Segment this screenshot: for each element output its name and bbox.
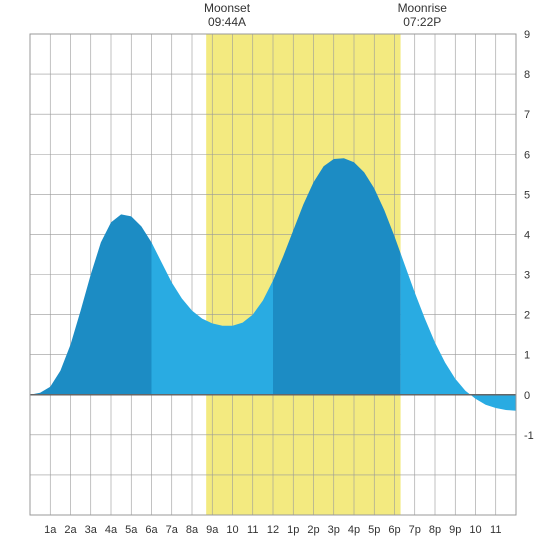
x-tick-label: 9p [449, 524, 461, 536]
y-tick-label: 9 [524, 29, 530, 41]
x-tick-label: 2p [307, 524, 319, 536]
y-tick-label: 0 [524, 390, 530, 402]
x-tick-label: 2a [64, 524, 77, 536]
moonset-label: Moonset [204, 1, 251, 15]
moonrise-time: 07:22P [403, 15, 441, 29]
y-tick-label: 8 [524, 69, 530, 81]
y-tick-label: 6 [524, 149, 530, 161]
tide-chart: -101234567891a2a3a4a5a6a7a8a9a1011121p2p… [0, 0, 550, 550]
moonrise-label: Moonrise [398, 1, 448, 15]
y-tick-label: 3 [524, 270, 530, 282]
y-tick-label: 1 [524, 350, 530, 362]
x-tick-label: 1a [44, 524, 57, 536]
moonset-time: 09:44A [208, 15, 246, 29]
x-tick-label: 1p [287, 524, 299, 536]
x-tick-label: 6a [145, 524, 158, 536]
x-tick-label: 3p [328, 524, 340, 536]
x-tick-label: 6p [388, 524, 400, 536]
y-tick-label: 5 [524, 189, 530, 201]
y-tick-label: -1 [524, 430, 534, 442]
chart-svg: -101234567891a2a3a4a5a6a7a8a9a1011121p2p… [0, 0, 550, 550]
y-tick-label: 7 [524, 109, 530, 121]
y-tick-label: 4 [524, 229, 530, 241]
y-tick-label: 2 [524, 310, 530, 322]
x-tick-label: 4a [105, 524, 118, 536]
x-tick-label: 4p [348, 524, 360, 536]
x-tick-label: 7a [166, 524, 179, 536]
x-tick-label: 10 [226, 524, 238, 536]
x-tick-label: 8p [429, 524, 441, 536]
x-tick-label: 9a [206, 524, 219, 536]
x-tick-label: 5p [368, 524, 380, 536]
x-tick-label: 7p [409, 524, 421, 536]
x-tick-label: 11 [490, 524, 501, 536]
x-tick-label: 12 [267, 524, 279, 536]
x-tick-label: 8a [186, 524, 199, 536]
x-tick-label: 11 [247, 524, 258, 536]
x-tick-label: 5a [125, 524, 138, 536]
x-tick-label: 10 [469, 524, 481, 536]
x-tick-label: 3a [85, 524, 98, 536]
